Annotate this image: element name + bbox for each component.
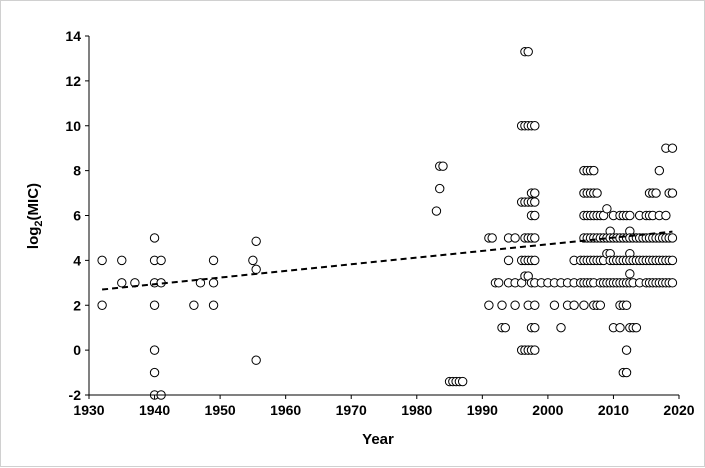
data-point [208, 255, 219, 266]
data-point [667, 233, 678, 243]
data-point [510, 300, 520, 310]
data-point [579, 300, 589, 310]
trendline [102, 230, 673, 291]
data-point [631, 322, 642, 333]
data-point [625, 210, 635, 221]
data-point [149, 367, 160, 378]
data-point [487, 233, 497, 243]
data-point [667, 278, 678, 288]
data-point [595, 300, 606, 310]
y-axis-title-subscript: 2 [33, 220, 45, 226]
axes-layer: -2 0 2 4 6 8 10 12 14 1930 1940 1950 1960 1970 1980 199… [65, 28, 694, 418]
data-point [149, 233, 160, 243]
data-point [530, 121, 540, 131]
trendline-layer [102, 230, 673, 291]
x-tick-label: 2010 [598, 402, 629, 418]
marker-layer [97, 47, 678, 400]
data-point [530, 210, 540, 221]
data-point [530, 255, 540, 266]
data-point [530, 322, 540, 333]
data-point [667, 255, 678, 266]
x-tick-label: 1960 [270, 402, 301, 418]
data-point [530, 188, 540, 198]
x-tick-label: 1930 [73, 402, 104, 418]
data-point [589, 165, 599, 176]
data-point [208, 300, 219, 310]
data-point [97, 300, 107, 310]
y-tick-label: 10 [65, 118, 81, 134]
y-axis-title-rest: (MIC) [25, 183, 42, 221]
y-tick-label: 2 [73, 297, 81, 313]
data-point [117, 278, 127, 288]
data-point [149, 345, 160, 355]
x-tick-label: 1940 [139, 402, 170, 418]
data-point [530, 197, 540, 207]
data-point [549, 300, 560, 310]
data-point [149, 300, 160, 310]
data-point [156, 255, 166, 266]
y-axis-title: log2(MIC) [25, 183, 45, 249]
data-point [497, 300, 507, 310]
x-tick-label: 1990 [467, 402, 498, 418]
data-point [530, 345, 540, 355]
data-point [592, 188, 602, 198]
x-tick-label: 1970 [336, 402, 367, 418]
x-tick-label: 1980 [401, 402, 432, 418]
data-point [556, 322, 566, 333]
data-point [615, 322, 625, 333]
data-point [602, 204, 612, 214]
data-point [530, 300, 540, 310]
data-point [500, 322, 510, 333]
data-point [625, 269, 635, 279]
data-point [435, 183, 445, 194]
data-point [494, 278, 504, 288]
data-point [667, 143, 678, 153]
x-tick-label: 2000 [532, 402, 563, 418]
y-tick-label: 0 [73, 342, 81, 358]
y-tick-label: 4 [73, 252, 81, 268]
data-point [523, 47, 533, 57]
data-point [654, 165, 665, 176]
data-point [621, 367, 632, 378]
x-tick-label: 1950 [205, 402, 236, 418]
data-point [510, 233, 520, 243]
y-axis-title-main: log [25, 227, 42, 250]
data-point [667, 188, 678, 198]
data-point [117, 255, 127, 266]
data-point [651, 188, 661, 198]
y-tick-label: 6 [73, 208, 81, 224]
data-point [457, 376, 468, 387]
data-point [251, 236, 261, 247]
data-point [484, 300, 494, 310]
data-point [97, 255, 107, 266]
data-point [621, 345, 632, 355]
y-tick-label: 14 [65, 28, 81, 44]
x-tick-label: 2020 [663, 402, 694, 418]
y-tick-label: 8 [73, 163, 81, 179]
x-axis-title: Year [362, 431, 394, 448]
data-point [621, 300, 632, 310]
y-tick-label: 12 [65, 73, 81, 89]
data-point [195, 278, 206, 288]
data-point [661, 210, 671, 221]
data-point [438, 161, 448, 171]
data-point [431, 206, 442, 216]
data-point [248, 255, 258, 266]
data-point [189, 300, 199, 310]
data-point [251, 264, 261, 275]
data-point [208, 278, 219, 288]
y-tick-label: -2 [69, 387, 82, 403]
data-point [503, 255, 514, 266]
data-point [530, 233, 540, 243]
data-point [569, 300, 579, 310]
data-point [251, 355, 261, 365]
